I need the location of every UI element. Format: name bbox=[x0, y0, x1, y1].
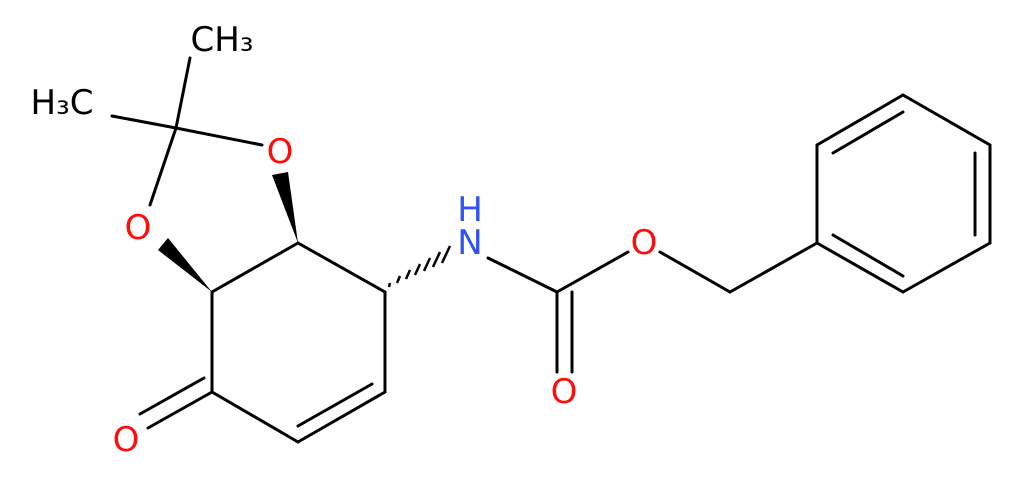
bond bbox=[174, 56, 192, 130]
wedge-bond bbox=[158, 238, 212, 292]
bond bbox=[146, 390, 214, 430]
bond bbox=[296, 241, 387, 294]
bond bbox=[815, 93, 905, 147]
atom-label: O bbox=[551, 372, 578, 412]
bond bbox=[138, 376, 206, 416]
bond bbox=[658, 250, 732, 294]
bonds bbox=[110, 56, 992, 444]
bond bbox=[486, 256, 559, 294]
atom-label: CH₃ bbox=[191, 20, 254, 60]
bond bbox=[831, 233, 905, 278]
bond bbox=[815, 241, 905, 294]
atom-label: H₃C bbox=[31, 83, 94, 123]
bond bbox=[148, 126, 178, 207]
atom-label: O bbox=[125, 208, 152, 248]
bond bbox=[901, 93, 992, 147]
bond bbox=[210, 390, 300, 444]
atom-label: O bbox=[113, 420, 140, 460]
atom-label: N bbox=[457, 223, 482, 263]
atom-label: H bbox=[457, 190, 483, 230]
bond bbox=[296, 390, 387, 444]
bond bbox=[296, 382, 374, 428]
atom-label: O bbox=[267, 132, 294, 172]
bond bbox=[728, 241, 819, 294]
wedge-bond bbox=[272, 172, 298, 243]
bond bbox=[174, 126, 264, 147]
bond bbox=[210, 241, 300, 294]
hashed-bond bbox=[387, 245, 452, 288]
atom-label: O bbox=[631, 223, 658, 263]
bond bbox=[110, 114, 178, 130]
atom-labels: CH₃ H₃C O O O N H O O bbox=[31, 20, 658, 460]
bond bbox=[901, 241, 992, 294]
bond bbox=[555, 250, 630, 294]
bond bbox=[831, 110, 905, 155]
